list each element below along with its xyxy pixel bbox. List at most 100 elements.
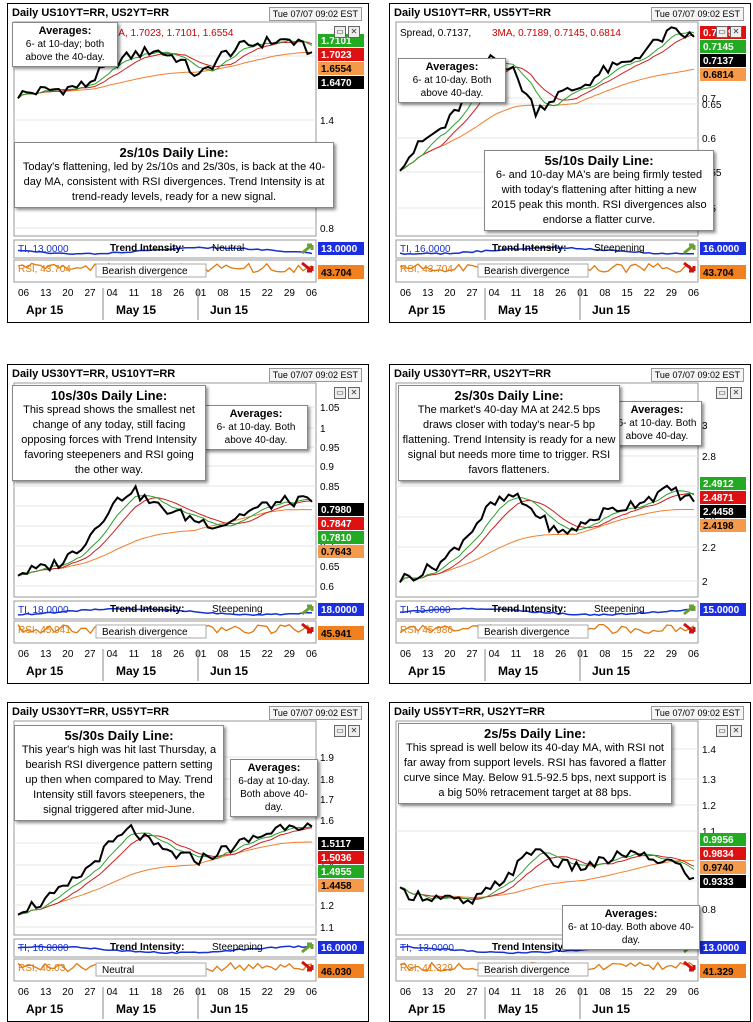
x-tick-label: 27	[466, 987, 478, 998]
minimize-icon[interactable]: ▭	[334, 387, 346, 399]
x-tick-label: 15	[622, 987, 634, 998]
x-tick-label: 15	[240, 987, 252, 998]
value-tag	[700, 847, 746, 860]
close-icon[interactable]: ✕	[348, 387, 360, 399]
ti-label: TI, 15.0000	[400, 605, 451, 616]
x-tick-label: 01	[195, 649, 207, 660]
x-tick-label: 26	[173, 288, 185, 299]
chart-panel: 1.41.31.21.10.90.80.99560.98340.97400.93…	[389, 702, 751, 1022]
y-tick-label: 0.65	[320, 562, 340, 573]
y-tick-label: 0.6	[320, 582, 334, 593]
x-tick-label: 15	[240, 288, 252, 299]
ma40-line	[17, 841, 312, 916]
x-tick-label: 11	[511, 987, 522, 998]
rsi-arrow-icon	[301, 622, 314, 634]
rsi-tag-text: 45.941	[321, 629, 352, 640]
minimize-icon[interactable]: ▭	[716, 725, 728, 737]
value-tag-text: 2.4198	[703, 521, 734, 532]
averages-note-text: 6- at 10-day. Both above 40-day.	[412, 75, 492, 99]
y-tick-label: 0.65	[702, 100, 722, 111]
ma40-line	[17, 51, 313, 99]
commentary-title: 5s/30s Daily Line:	[64, 728, 174, 743]
averages-note-text: 6- at 10-day. Both above 40-day.	[617, 418, 697, 442]
x-tick-label: 04	[489, 288, 501, 299]
rsi-label: RSI, 43.704	[400, 264, 453, 275]
minimize-icon[interactable]: ▭	[334, 26, 346, 38]
rsi-label: RSI, 43.704	[18, 264, 71, 275]
ti-tag-text: 13.0000	[703, 943, 740, 954]
averages-note-text: 6- at 10-day; both above the 40-day.	[25, 39, 105, 63]
spread-line	[17, 822, 313, 916]
value-tag-text: 1.7023	[321, 50, 352, 61]
ti-label: TI, -13.0000	[400, 943, 454, 954]
value-tag	[700, 54, 746, 67]
averages-note: Averages: 6- at 10-day. Both above 40-day…	[398, 58, 506, 103]
x-tick-label: 13	[40, 288, 52, 299]
averages-note-title: Averages:	[425, 61, 479, 73]
minimize-icon[interactable]: ▭	[334, 725, 346, 737]
rsi-note-box	[95, 624, 207, 639]
y-tick-label: 2	[702, 577, 708, 588]
close-icon[interactable]: ✕	[730, 725, 742, 737]
ma10-line	[17, 497, 313, 577]
x-month-label: Apr 15	[408, 1002, 446, 1016]
x-tick-label: 06	[306, 288, 318, 299]
x-tick-label: 20	[444, 649, 456, 660]
x-tick-label: 18	[151, 649, 163, 660]
spread-line	[17, 484, 313, 577]
ti-label: TI, 18.0000	[18, 605, 69, 616]
value-tag-text: 0.7137	[703, 56, 734, 67]
y-tick-label: 0.8	[702, 905, 716, 916]
close-icon[interactable]: ✕	[348, 26, 360, 38]
rsi-tag-text: 43.704	[703, 268, 734, 279]
y-tick-label: 1.2	[702, 801, 716, 812]
ma10-line	[399, 34, 695, 172]
x-month-label: May 15	[116, 303, 156, 317]
x-tick-label: 20	[62, 987, 74, 998]
value-tag	[318, 545, 364, 558]
x-tick-label: 18	[151, 987, 163, 998]
x-tick-label: 04	[107, 649, 119, 660]
minimize-icon[interactable]: ▭	[716, 387, 728, 399]
rsi-tag	[318, 265, 364, 279]
x-month-label: May 15	[498, 303, 538, 317]
value-tag	[318, 76, 364, 89]
averages-note: Averages: 6- at 10-day. Both above 40-day…	[612, 401, 702, 446]
averages-note: Averages: 6- at 10-day. Both above 40-day…	[562, 905, 700, 950]
spread-line	[399, 484, 695, 583]
x-tick-label: 06	[306, 987, 318, 998]
x-month-label: May 15	[116, 664, 156, 678]
x-tick-label: 06	[688, 987, 700, 998]
rsi-label: RSI, 45.986	[400, 625, 453, 636]
x-tick-label: 20	[62, 649, 74, 660]
minimize-icon[interactable]: ▭	[716, 26, 728, 38]
close-icon[interactable]: ✕	[730, 387, 742, 399]
ti-strip	[395, 239, 699, 259]
x-tick-label: 04	[107, 288, 119, 299]
chart-panel: 1.91.81.71.61.51.41.31.21.11.51171.50361…	[7, 702, 369, 1022]
ti-name: Trend Intensity:	[110, 604, 184, 615]
ti-line	[17, 607, 313, 616]
x-month-label: Jun 15	[210, 664, 248, 678]
ti-line	[17, 945, 312, 955]
y-tick-label: 0.8	[320, 224, 334, 235]
commentary-box: 2s/30s Daily Line: The market's 40-day MA…	[398, 385, 620, 481]
ti-arrow-icon	[301, 604, 314, 616]
x-tick-label: 26	[173, 987, 185, 998]
close-icon[interactable]: ✕	[730, 26, 742, 38]
x-tick-label: 15	[240, 649, 252, 660]
close-icon[interactable]: ✕	[348, 725, 360, 737]
y-tick-label: 0.95	[320, 443, 340, 454]
x-tick-label: 27	[84, 288, 96, 299]
ti-tag	[318, 603, 364, 616]
averages-note-title: Averages:	[247, 762, 301, 774]
x-tick-label: 15	[622, 288, 634, 299]
y-tick-label: 2.2	[702, 543, 716, 554]
x-tick-label: 06	[400, 649, 412, 660]
ma6-line	[17, 826, 313, 916]
legend-entry: Spread, 0.7137,	[400, 28, 472, 39]
value-tag	[318, 517, 364, 530]
x-tick-label: 22	[262, 649, 274, 660]
commentary-title: 2s/10s Daily Line:	[119, 145, 229, 160]
y-tick-label: 1.05	[320, 403, 340, 414]
